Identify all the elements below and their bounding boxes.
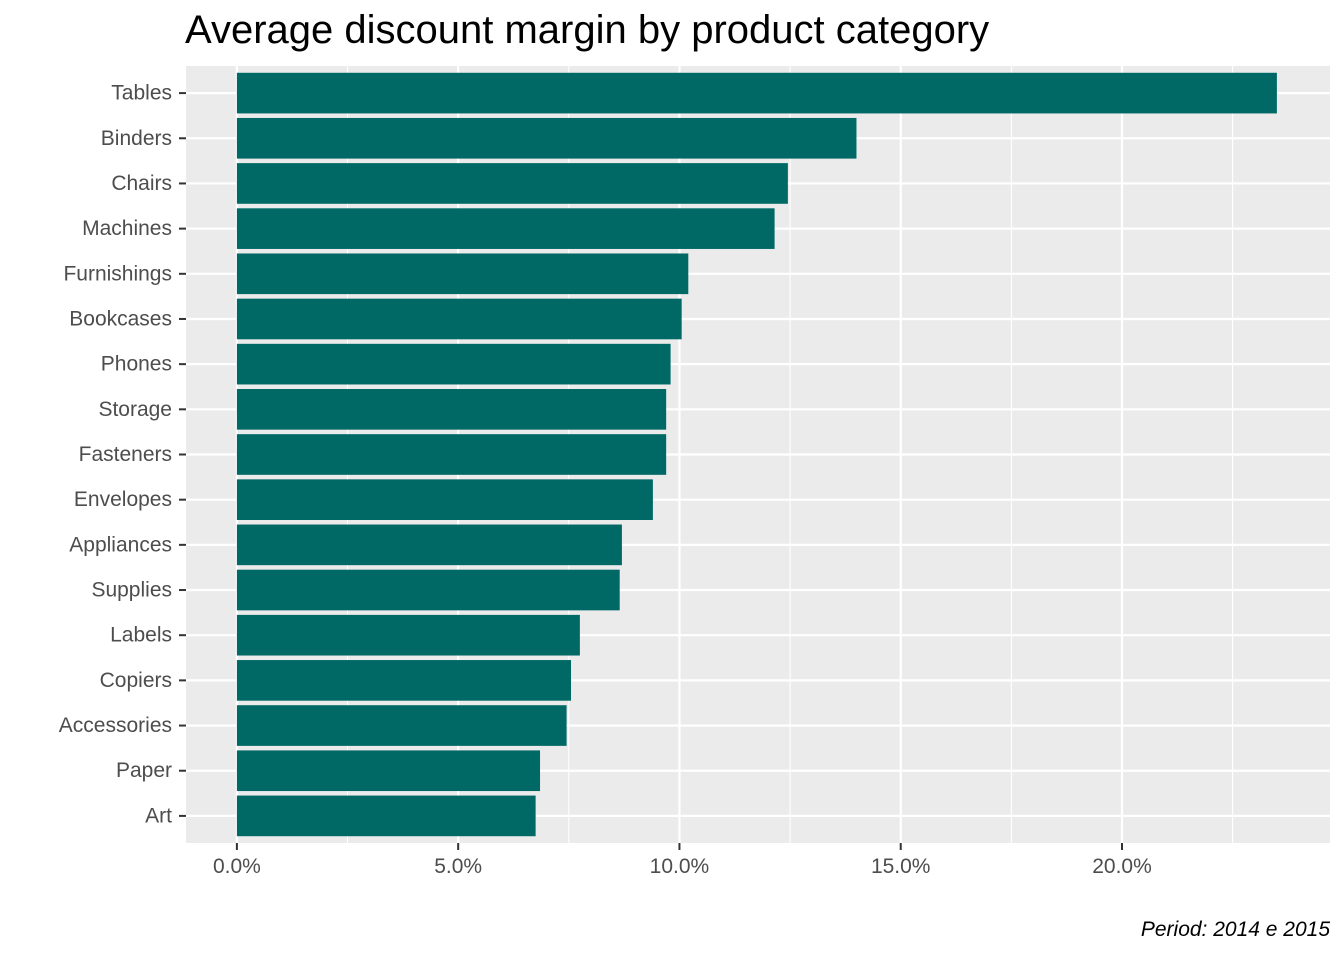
bar-labels [236, 614, 580, 656]
y-tick-label: Supplies [91, 579, 172, 602]
bar-machines [236, 208, 775, 249]
y-tick-label: Chairs [111, 172, 172, 195]
bar-storage [236, 388, 667, 430]
x-tick-label: 0.0% [213, 855, 261, 878]
y-tick-label: Furnishings [63, 262, 172, 285]
bars [236, 72, 1277, 837]
y-tick-label: Fasteners [79, 443, 172, 466]
x-tick-label: 20.0% [1092, 855, 1152, 878]
bar-binders [236, 117, 857, 159]
bar-accessories [236, 705, 567, 746]
y-tick-label: Art [145, 804, 172, 827]
y-tick-label: Envelopes [74, 488, 172, 511]
bar-phones [236, 343, 671, 385]
bar-appliances [236, 524, 622, 566]
bar-fasteners [236, 434, 667, 475]
x-tick-label: 10.0% [650, 855, 710, 878]
bar-tables [236, 72, 1277, 114]
y-tick-label: Copiers [100, 669, 172, 692]
y-tick-label: Phones [101, 353, 172, 376]
bar-paper [236, 750, 541, 792]
chart-title: Average discount margin by product categ… [185, 8, 990, 52]
chart-caption: Period: 2014 e 2015 [1140, 918, 1330, 941]
y-tick-label: Machines [82, 217, 172, 240]
bar-supplies [236, 569, 620, 611]
bar-art [236, 795, 536, 837]
x-tick-label: 5.0% [434, 855, 482, 878]
y-tick-label: Appliances [69, 533, 172, 556]
bar-envelopes [236, 479, 653, 521]
x-axis: 0.0% 5.0% 10.0% 15.0% 20.0% [213, 843, 1152, 878]
y-tick-label: Paper [116, 759, 172, 782]
y-tick-label: Binders [101, 127, 172, 150]
bar-copiers [236, 660, 572, 701]
y-tick-label: Accessories [59, 714, 172, 737]
y-axis: Tables Binders Chairs Machines Furnishings Bo… [59, 82, 186, 827]
bar-bookcases [236, 298, 682, 340]
y-tick-label: Tables [111, 82, 172, 105]
bar-furnishings [236, 253, 689, 295]
bar-chairs [236, 163, 788, 204]
y-tick-label: Bookcases [69, 307, 172, 330]
y-tick-label: Storage [98, 398, 172, 421]
x-tick-label: 15.0% [871, 855, 931, 878]
y-tick-label: Labels [110, 624, 172, 647]
